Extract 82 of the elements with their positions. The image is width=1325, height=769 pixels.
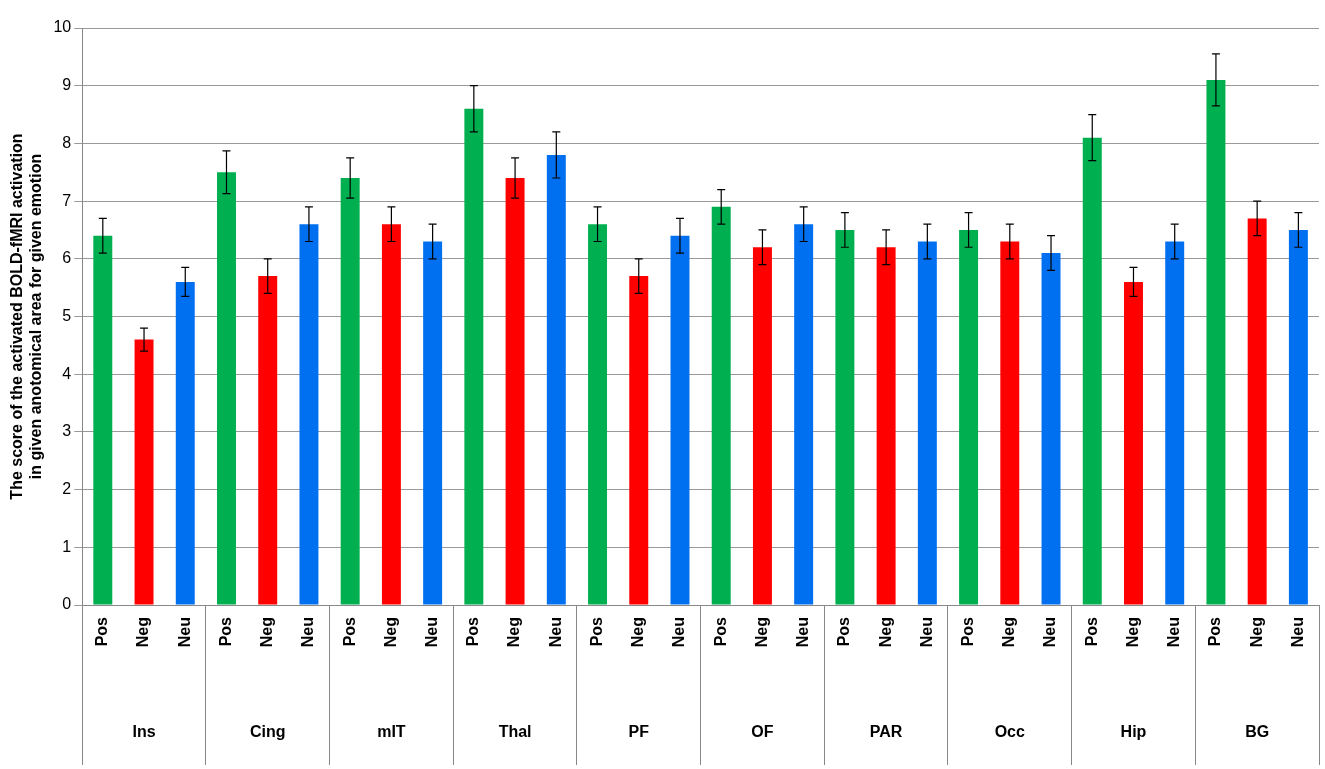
x-tick-label: Occ [994, 723, 1026, 741]
text: Pos [958, 617, 976, 647]
bar [752, 247, 772, 605]
bar [917, 241, 937, 605]
bar [175, 281, 195, 605]
y-tick-label: 8 [62, 133, 72, 151]
y-tick-label: 7 [62, 191, 72, 209]
bar [1124, 281, 1143, 605]
bar [588, 224, 608, 605]
y-axis-title: The score of the activated BOLD-fMRI activation in given anotomical area for given emotion [8, 133, 45, 500]
y-tick-label: 6 [62, 249, 72, 267]
y-tick-label: 1 [62, 537, 72, 555]
text: Neu [423, 617, 441, 648]
x-tick-label: Ins [132, 723, 156, 741]
bar [794, 224, 814, 605]
text: Neu [917, 617, 935, 648]
bar [299, 224, 319, 605]
text: Neu [1165, 617, 1183, 648]
bar [1206, 79, 1226, 605]
y-tick-label: 10 [53, 18, 72, 36]
y-tick-label: 2 [62, 480, 72, 498]
text: Neg [629, 617, 647, 648]
bar [340, 178, 360, 605]
text: Neg [381, 617, 399, 648]
text: Pos [464, 617, 482, 647]
text: Neg [134, 617, 152, 648]
text: Neu [299, 617, 317, 648]
bar [423, 241, 443, 605]
text: Pos [835, 617, 853, 647]
text: Neu [794, 617, 812, 648]
text: Neg [258, 617, 276, 648]
bar [464, 108, 484, 605]
bar [381, 224, 401, 605]
bar [1247, 218, 1267, 605]
bar [670, 235, 690, 605]
text: Pos [93, 616, 111, 647]
text: Neg [1247, 617, 1265, 648]
text: Neu [670, 617, 688, 648]
text: Pos [711, 617, 729, 647]
bar [1082, 137, 1102, 605]
y-tick-label: 3 [62, 422, 72, 440]
x-tick-label: PF [628, 723, 650, 741]
text: Neu [1288, 617, 1306, 648]
y-tick-label: 5 [62, 306, 72, 324]
text: Pos [1082, 617, 1100, 647]
bar [258, 276, 278, 605]
x-tick-label: Hip [1120, 723, 1147, 741]
bar [546, 154, 566, 605]
x-tick-label: PAR [869, 723, 903, 741]
text: Neg [752, 617, 770, 648]
y-tick-label: 4 [62, 364, 72, 382]
text: Pos [1206, 617, 1224, 647]
text: Neg [505, 617, 523, 648]
text: Neg [1000, 617, 1018, 648]
bar [876, 247, 896, 605]
bar [134, 339, 154, 605]
bar [505, 178, 525, 605]
x-tick-label: OF [751, 723, 774, 741]
text: Neu [175, 617, 193, 648]
text: Neg [1123, 617, 1141, 648]
bar [959, 229, 979, 605]
bar [1288, 229, 1308, 605]
text: Pos [340, 617, 358, 647]
text: Neg [876, 617, 894, 648]
x-tick-label: Cing [249, 723, 286, 741]
y-tick-label: 9 [62, 76, 72, 94]
bar [93, 235, 113, 605]
bar [1165, 241, 1185, 605]
bar [835, 229, 855, 605]
text: Neu [546, 617, 564, 648]
bar [217, 172, 236, 605]
x-tick-label: Thal [498, 723, 532, 741]
text: Pos [587, 617, 605, 647]
x-tick-label: BG [1245, 723, 1270, 741]
bar [1000, 241, 1020, 605]
bar [711, 206, 731, 605]
y-tick-label: 0 [62, 595, 72, 613]
text: Pos [216, 617, 234, 647]
bar [1041, 253, 1061, 605]
text: Neu [1041, 617, 1059, 648]
x-tick-label: mIT [377, 723, 406, 741]
bar [629, 276, 649, 605]
